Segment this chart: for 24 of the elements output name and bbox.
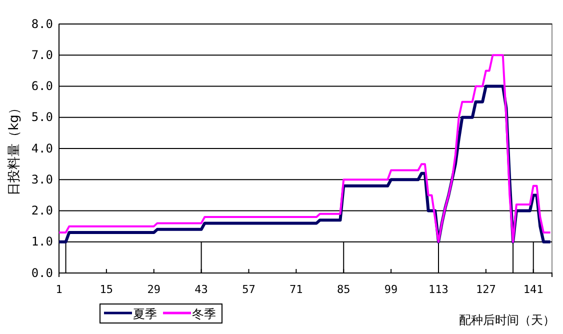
y-tick-label: 0.0 <box>31 266 53 280</box>
y-tick-label: 7.0 <box>31 48 53 62</box>
y-tick-label: 4.0 <box>31 141 53 156</box>
x-tick-label: 43 <box>194 282 208 296</box>
y-axis-title: 日投料量（kg） <box>7 102 22 196</box>
x-tick-label: 57 <box>242 282 256 296</box>
x-tick-label: 141 <box>523 282 544 296</box>
y-tick-label: 2.0 <box>31 204 53 218</box>
legend-label: 夏季 <box>133 307 157 321</box>
x-tick-label: 29 <box>147 282 160 296</box>
legend-label: 冬季 <box>192 307 216 321</box>
x-tick-label: 85 <box>336 282 350 296</box>
x-tick-label: 127 <box>476 282 496 296</box>
x-tick-label: 99 <box>384 282 398 296</box>
x-tick-label: 71 <box>290 282 303 296</box>
y-tick-label: 8.0 <box>31 16 53 31</box>
y-tick-label: 6.0 <box>31 79 53 94</box>
x-axis-title: 配种后时间（天） <box>459 313 555 327</box>
y-tick-label: 5.0 <box>31 110 53 124</box>
y-tick-label: 3.0 <box>31 172 53 186</box>
y-tick-label: 1.0 <box>31 234 53 249</box>
x-tick-label: 15 <box>100 282 114 296</box>
x-tick-label: 113 <box>428 282 448 296</box>
x-tick-label: 1 <box>56 282 62 296</box>
